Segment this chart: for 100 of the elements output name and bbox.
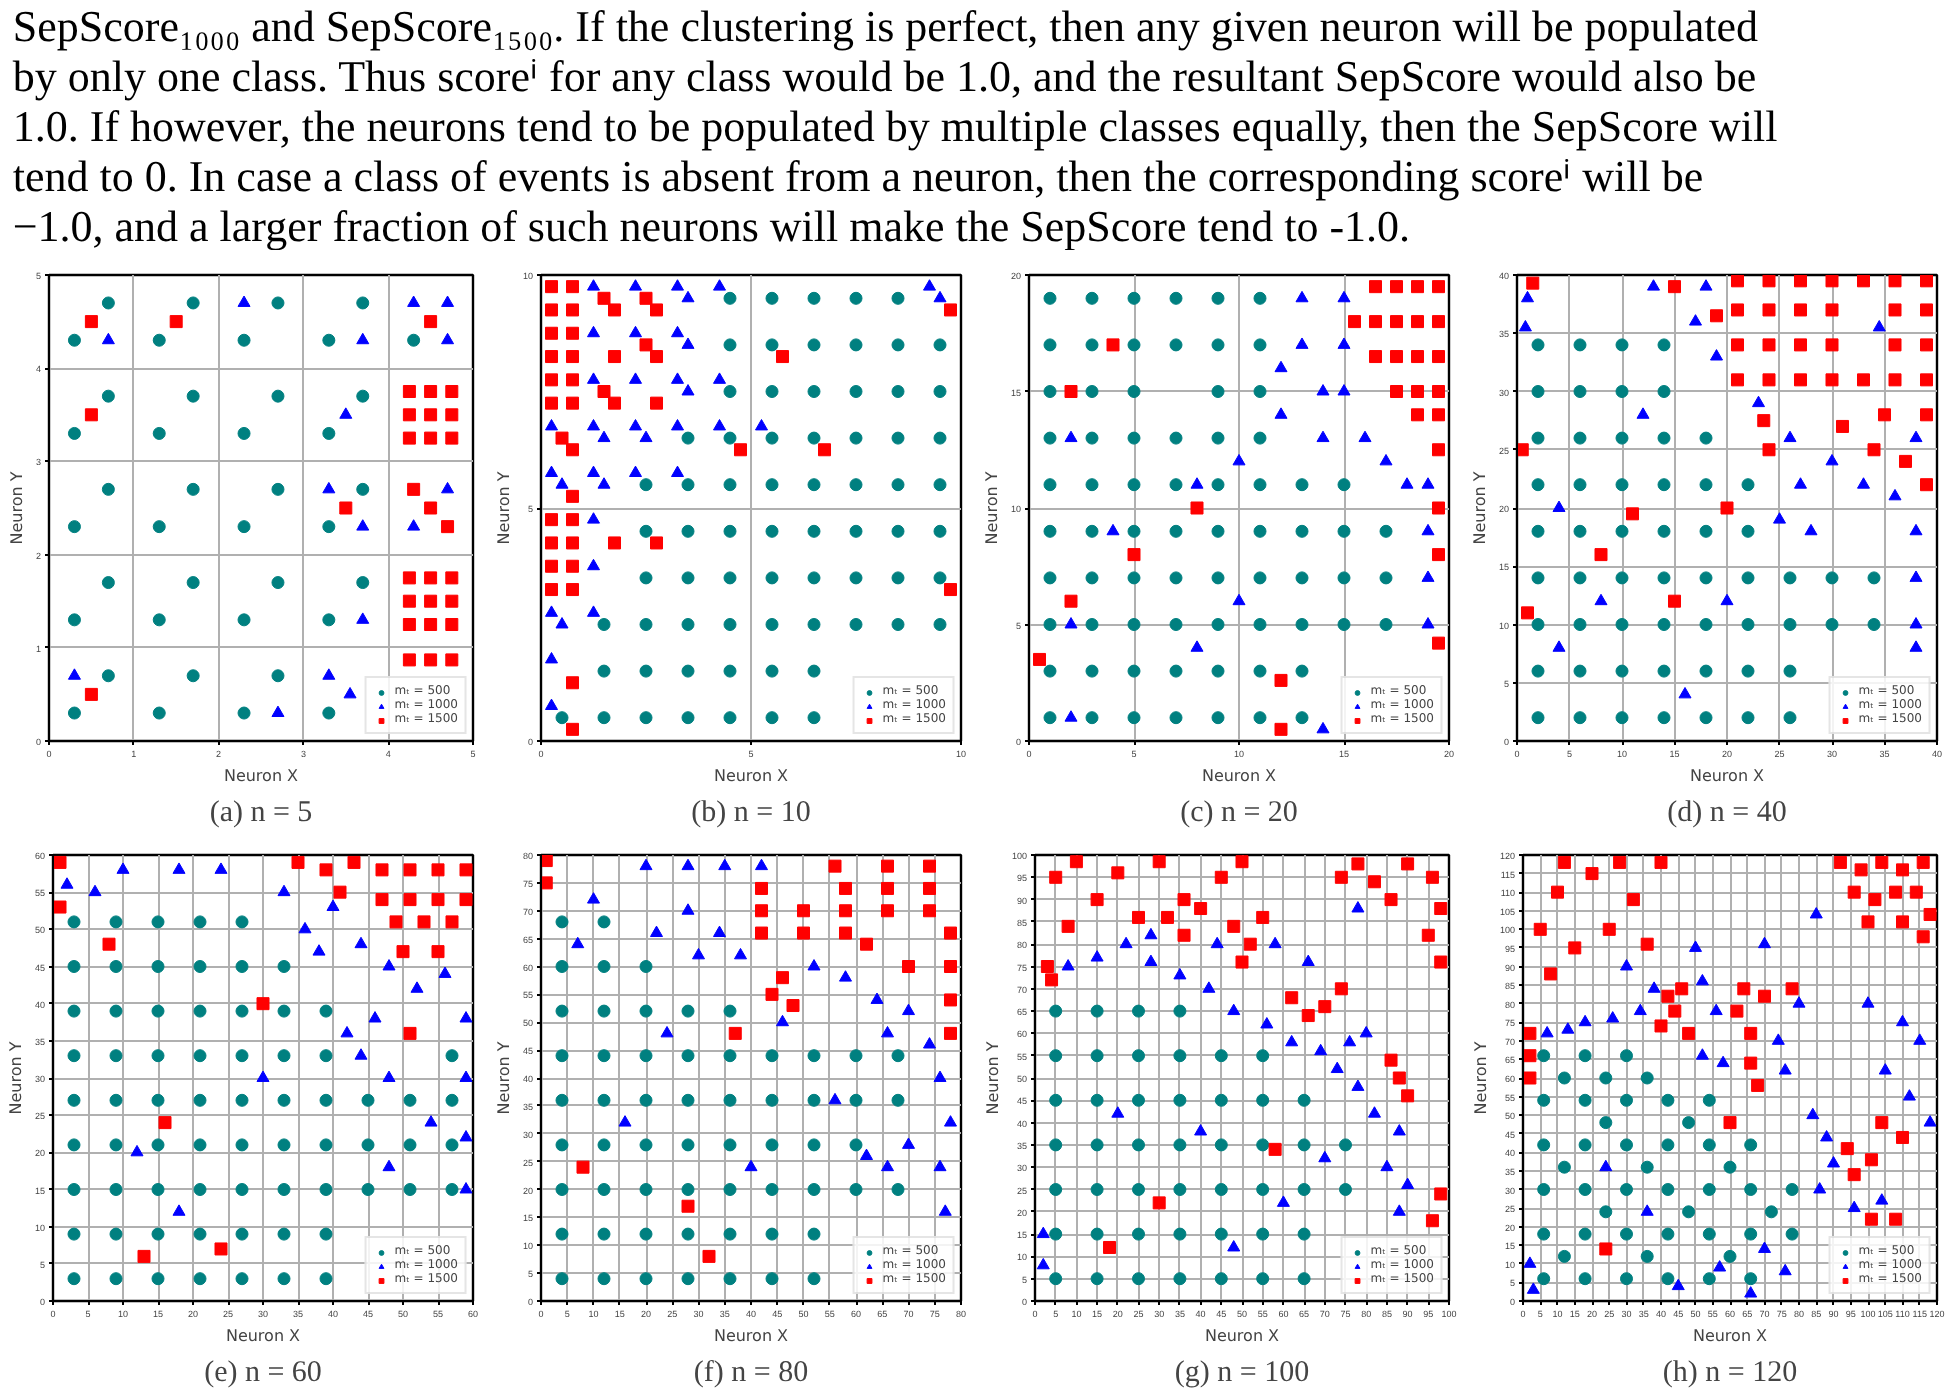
point — [1773, 512, 1786, 524]
y-axis-title: Neuron Y — [1470, 471, 1489, 545]
point — [1434, 955, 1448, 969]
point — [1825, 338, 1839, 352]
point — [566, 443, 579, 457]
point — [356, 612, 370, 624]
point — [1049, 1272, 1063, 1286]
point — [407, 295, 421, 307]
point — [1916, 855, 1930, 869]
point — [1620, 1093, 1633, 1107]
point — [608, 350, 621, 364]
point — [1090, 1004, 1104, 1018]
point — [1561, 1022, 1575, 1034]
point — [1544, 967, 1558, 981]
point — [902, 1137, 915, 1149]
point — [702, 1249, 716, 1263]
point — [354, 1048, 368, 1060]
point — [828, 859, 842, 873]
point — [1144, 927, 1158, 940]
point — [322, 668, 336, 680]
point — [1339, 1183, 1352, 1196]
point — [728, 1026, 742, 1040]
point — [291, 855, 305, 869]
point — [1695, 973, 1709, 986]
point — [1620, 959, 1633, 971]
point — [1699, 618, 1713, 631]
point — [1227, 1003, 1241, 1016]
point — [597, 915, 611, 929]
point — [566, 489, 579, 503]
point — [566, 536, 579, 550]
point — [587, 419, 600, 431]
point — [545, 652, 558, 664]
point — [1033, 652, 1046, 666]
point — [681, 903, 695, 915]
point — [382, 959, 396, 971]
point — [1202, 981, 1216, 993]
point — [1825, 373, 1839, 387]
point — [382, 1070, 396, 1082]
point — [158, 1116, 172, 1130]
point — [1785, 1183, 1799, 1196]
point — [356, 296, 370, 310]
point — [1913, 1033, 1927, 1045]
point — [566, 559, 579, 573]
point — [597, 477, 611, 489]
point — [1380, 1159, 1394, 1172]
point — [1809, 907, 1823, 919]
point — [1152, 1196, 1166, 1210]
point — [1235, 855, 1249, 869]
point — [1737, 982, 1751, 996]
point — [1783, 618, 1797, 631]
point — [298, 921, 312, 934]
point — [322, 426, 336, 440]
point — [681, 1138, 695, 1152]
point — [1702, 1138, 1716, 1152]
point — [1585, 867, 1599, 881]
text: (a) n = 5 — [209, 797, 313, 829]
point — [1861, 996, 1875, 1008]
point — [1615, 338, 1629, 352]
point — [1744, 1056, 1758, 1070]
point — [1173, 1183, 1187, 1196]
point — [431, 945, 445, 959]
point — [1620, 1183, 1633, 1196]
point — [1713, 1260, 1727, 1272]
point — [1825, 303, 1839, 317]
point — [1682, 1026, 1696, 1040]
point — [152, 520, 166, 534]
point — [681, 1227, 695, 1241]
point — [1390, 315, 1403, 329]
point — [1804, 523, 1818, 536]
point — [1762, 303, 1776, 317]
point — [555, 1049, 569, 1063]
point — [1132, 910, 1145, 924]
point — [1633, 1003, 1647, 1016]
point — [375, 893, 389, 907]
point — [765, 1093, 779, 1107]
point — [1531, 431, 1545, 445]
point — [67, 613, 81, 627]
point — [1144, 954, 1158, 966]
point — [1699, 431, 1713, 445]
point — [1425, 1214, 1439, 1228]
point — [271, 389, 285, 403]
point — [130, 1144, 144, 1157]
point — [101, 669, 115, 683]
point — [1657, 571, 1671, 585]
point — [1594, 548, 1608, 562]
point — [1432, 548, 1445, 562]
point — [84, 687, 98, 701]
point — [441, 520, 455, 534]
point — [639, 1272, 653, 1286]
point — [807, 1049, 821, 1063]
point — [1867, 571, 1881, 585]
point — [1657, 711, 1671, 725]
point — [382, 1159, 396, 1172]
point — [839, 904, 852, 918]
point — [1401, 1089, 1415, 1103]
point — [1723, 1160, 1737, 1174]
point — [271, 669, 285, 683]
point — [566, 513, 579, 527]
point — [839, 926, 852, 940]
point — [650, 396, 663, 410]
